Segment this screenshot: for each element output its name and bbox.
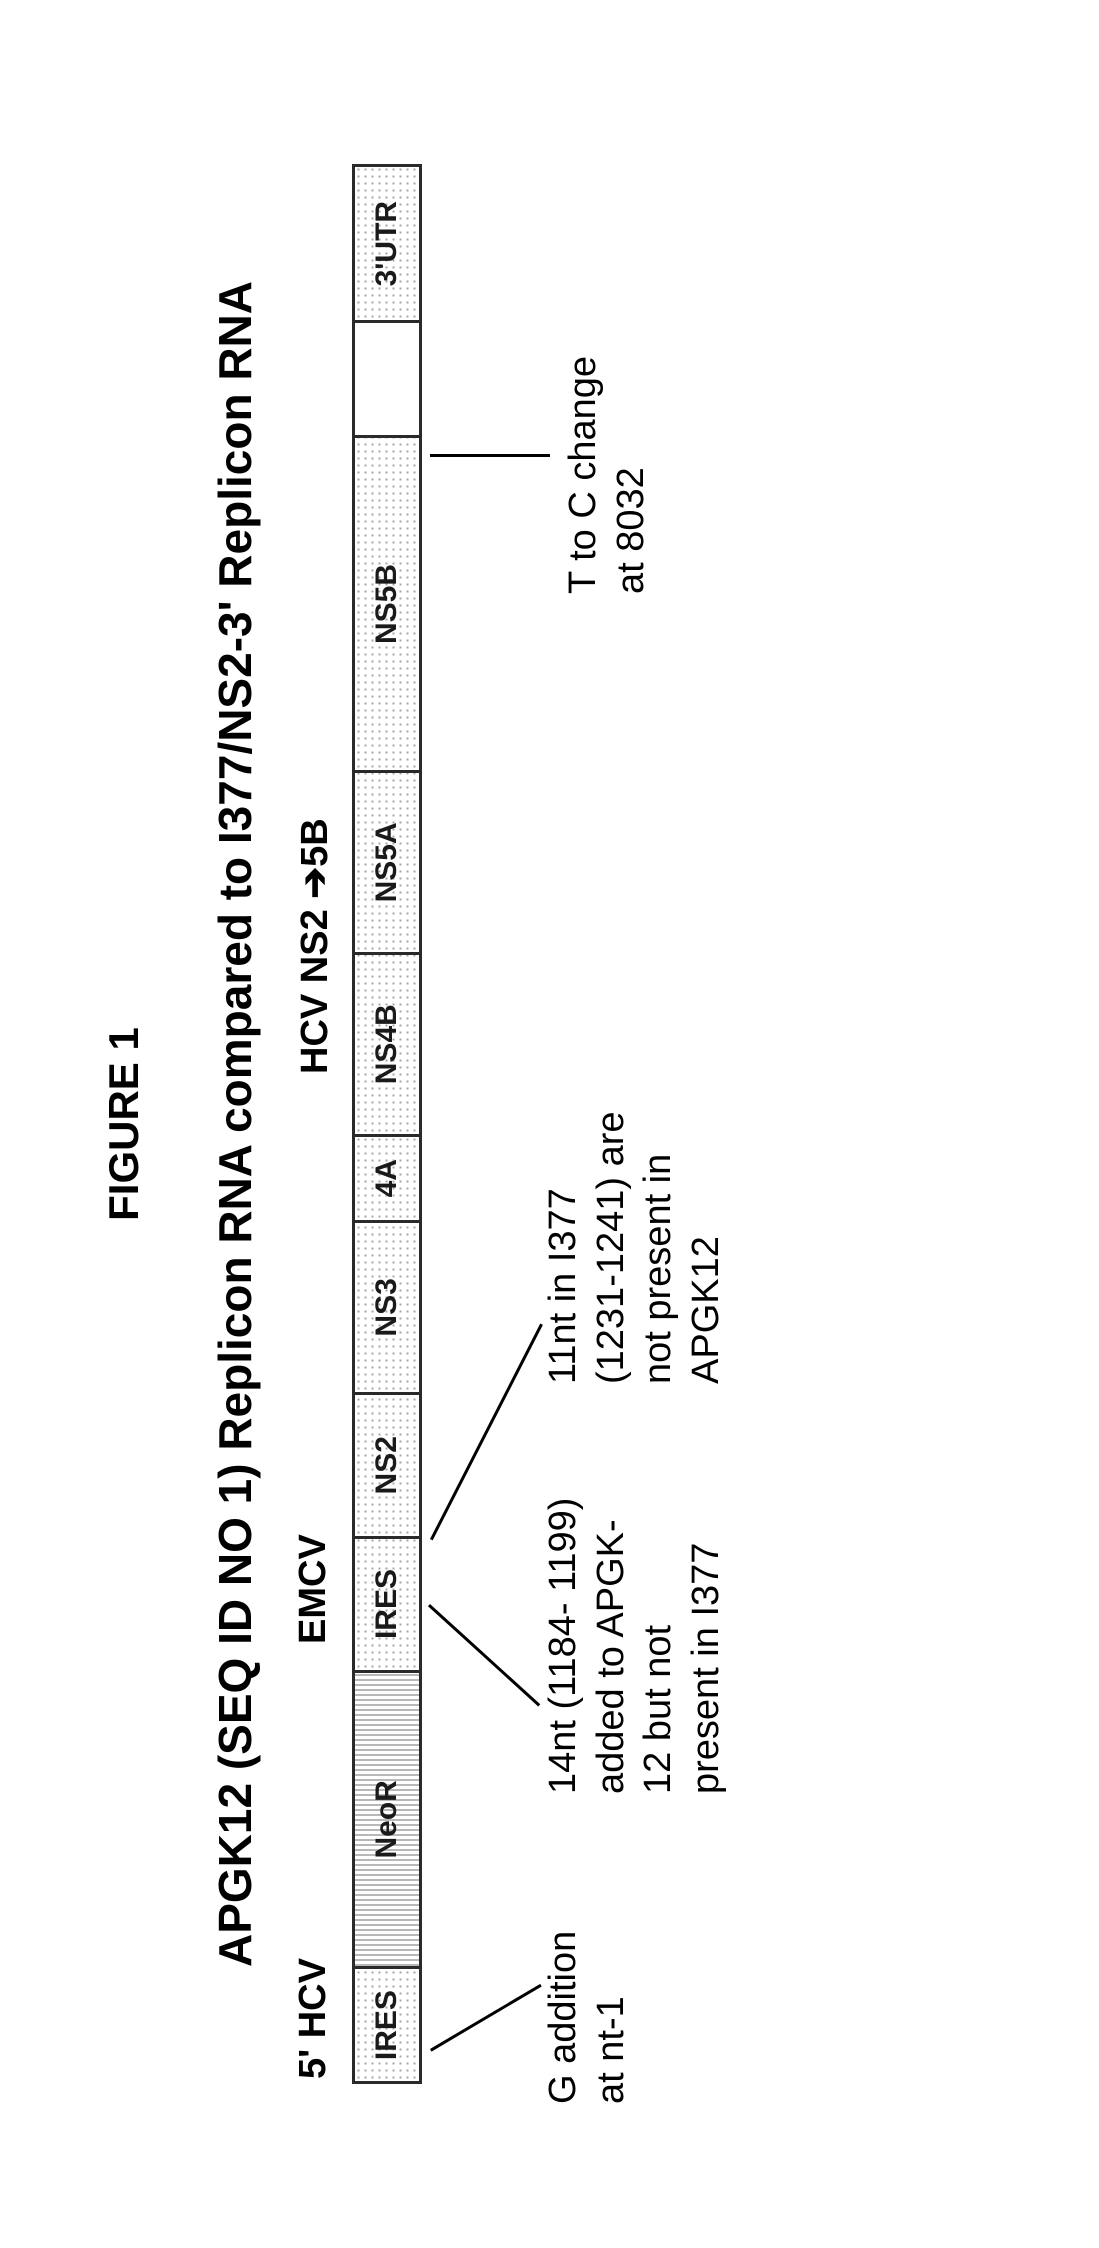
segment-ns2: NS2 — [355, 1392, 419, 1536]
label-5hcv: 5' HCV — [292, 1958, 335, 2079]
segment-label: IRES — [370, 1569, 404, 1639]
callout-line-t2c — [430, 454, 550, 457]
label-hcvns2: HCV NS2 ➔5B — [292, 818, 337, 1074]
annotation-line: 14nt (1184- 1199) — [540, 1498, 588, 1794]
figure-canvas: FIGURE 1 APGK12 (SEQ ID NO 1) Replicon R… — [100, 124, 1000, 2124]
annotations-layer: G additionat nt-1 14nt (1184- 1199)added … — [430, 124, 780, 2124]
callout-line-11nt — [430, 1324, 543, 1540]
annotation-line: at 8032 — [607, 356, 655, 594]
segment-ns3: NS3 — [355, 1220, 419, 1392]
segment-3'utr: 3'UTR — [355, 167, 419, 320]
segment-ns4b: NS4B — [355, 952, 419, 1134]
annotation-line: T to C change — [560, 356, 608, 594]
segment-4a: 4A — [355, 1134, 419, 1220]
label-emcv: EMCV — [292, 1534, 335, 1644]
segment-ires: IRES — [355, 1966, 419, 2081]
segment-ns5b: NS5B — [355, 435, 419, 770]
annotation-g-add: G additionat nt-1 — [540, 1931, 635, 2104]
annotation-line: 11nt in I377 — [540, 1111, 588, 1384]
segment-label: NS4B — [370, 1004, 404, 1084]
segment-ires: IRES — [355, 1536, 419, 1670]
segment-label: NS3 — [370, 1278, 404, 1336]
annotation-line: added to APGK- — [587, 1498, 635, 1794]
annotation-14nt: 14nt (1184- 1199)added to APGK-12 but no… — [540, 1498, 730, 1794]
callout-line-14nt — [427, 1604, 539, 1706]
annotation-line: not present in — [635, 1111, 683, 1384]
header-labels: 5' HCV EMCV HCV NS2 ➔5B — [292, 124, 342, 2124]
segment-label: NS5A — [370, 822, 404, 902]
annotation-line: at nt-1 — [587, 1931, 635, 2104]
segment-label: IRES — [370, 1990, 404, 2060]
annotation-11nt: 11nt in I377(1231-1241) arenot present i… — [540, 1111, 730, 1384]
annotation-line: APGK12 — [682, 1111, 730, 1384]
segment-label: NS2 — [370, 1436, 404, 1494]
segment-neor: NeoR — [355, 1670, 419, 1967]
annotation-line: G addition — [540, 1931, 588, 2104]
segment-label: NS5B — [370, 564, 404, 644]
annotation-line: present in I377 — [682, 1498, 730, 1794]
segment-spacer — [355, 320, 419, 435]
figure-number: FIGURE 1 — [100, 124, 148, 2124]
replicon-construct: IRES NeoR IRES NS2 NS3 4A NS4B NS5A NS5B 3'UTR — [352, 164, 422, 2084]
segment-label: 4A — [370, 1159, 404, 1197]
segment-label: 3'UTR — [370, 201, 404, 286]
segment-ns5a: NS5A — [355, 770, 419, 952]
segment-label: NeoR — [370, 1780, 404, 1858]
annotation-line: (1231-1241) are — [587, 1111, 635, 1384]
figure-title: APGK12 (SEQ ID NO 1) Replicon RNA compar… — [208, 124, 262, 2124]
annotation-t2c: T to C changeat 8032 — [560, 356, 655, 594]
annotation-line: 12 but not — [635, 1498, 683, 1794]
callout-line-g-add — [430, 1984, 542, 2052]
